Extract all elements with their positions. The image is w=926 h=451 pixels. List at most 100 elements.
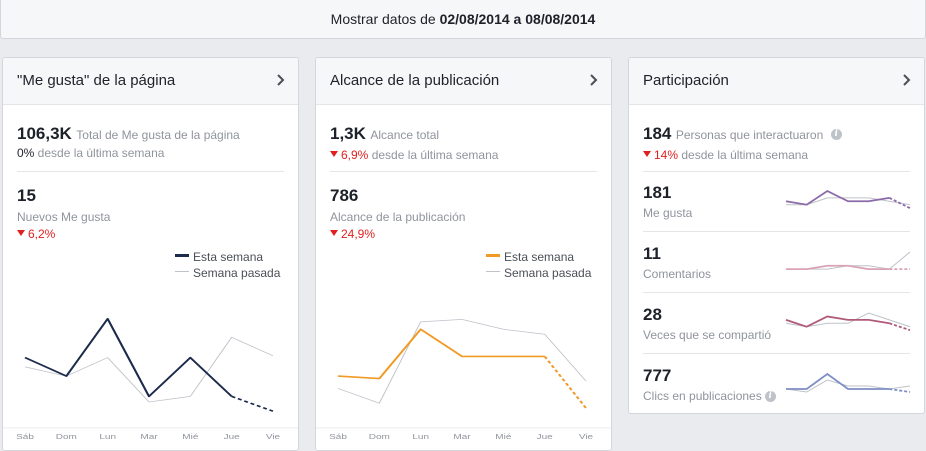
this-week-series-line (337, 328, 545, 380)
page-likes-card: "Me gusta" de la página 106,3K Total de … (2, 57, 299, 451)
total-likes-change: 0% (17, 146, 35, 160)
info-icon[interactable]: i (830, 129, 842, 141)
engagement-metric-row[interactable]: 11 Comentarios (629, 244, 924, 304)
x-tick-label: Mar (140, 432, 157, 440)
down-triangle-icon (330, 150, 338, 157)
post-reach-value: 786 (330, 186, 359, 205)
this-week-series-line (24, 317, 233, 398)
reach-line-chart: Sáb Dom Lun Mar Mié Jue Vie (316, 319, 611, 441)
legend-this-week-label: Esta semana (193, 250, 264, 264)
info-icon[interactable]: i (764, 391, 776, 403)
chevron-right-icon[interactable] (587, 72, 601, 88)
down-triangle-icon (17, 229, 25, 236)
likes-line-chart: Sáb Dom Lun Mar Mié Jue Vie (3, 317, 298, 441)
chevron-right-icon[interactable] (274, 72, 288, 88)
total-reach-change: 6,9% (341, 148, 369, 162)
legend-last-week-label: Semana pasada (193, 266, 281, 280)
total-engaged-label: Personas que interactuaron (675, 128, 824, 142)
page-likes-card-header[interactable]: "Me gusta" de la página (3, 58, 298, 105)
post-reach-card-title: Alcance de la publicación (330, 72, 500, 89)
total-engaged-row: 184 Personas que interactuaron i (643, 124, 842, 144)
post-reach-card: Alcance de la publicación 1,3K Alcance t… (315, 57, 612, 451)
sparkline-this-week (785, 189, 890, 206)
x-tick-label: Dom (56, 432, 77, 440)
divider (643, 231, 910, 232)
metric-label: Veces que se compartió (643, 328, 772, 342)
metric-sparkline (785, 372, 911, 393)
engagement-metric-row[interactable]: 777 Clics en publicaciones i (629, 366, 924, 413)
legend-swatch (486, 271, 500, 273)
metric-sparkline (785, 189, 911, 209)
metric-sparkline (786, 251, 911, 271)
metric-value: 181 (643, 183, 672, 202)
engagement-metric-row[interactable]: 181 Me gusta (629, 183, 924, 243)
total-engaged-change-label: desde la última semana (678, 148, 809, 162)
x-tick-label: Sáb (16, 432, 34, 440)
divider (643, 171, 910, 172)
legend-swatch (486, 254, 500, 258)
x-tick-label: Mié (182, 432, 198, 440)
post-reach-label: Alcance de la publicación (330, 210, 466, 224)
date-range-end: 08/08/2014 (525, 11, 596, 27)
engagement-metric-row[interactable]: 28 Veces que se compartió (629, 305, 924, 365)
post-reach-change-row: 24,9% (330, 225, 375, 243)
post-reach-card-header[interactable]: Alcance de la publicación (316, 58, 611, 105)
engagement-card: Participación 184 Personas que interactu… (628, 57, 925, 414)
total-reach-value: 1,3K (330, 124, 366, 143)
total-reach-label: Alcance total (370, 128, 440, 142)
legend-last-week: Semana pasada (175, 266, 280, 280)
legend-this-week-label: Esta semana (504, 250, 575, 264)
x-tick-label: Vie (579, 432, 593, 440)
metric-label: Me gusta (643, 206, 693, 220)
this-week-partial-line (543, 355, 587, 409)
total-likes-change-row: 0% desde la última semana (17, 146, 164, 160)
legend-last-week-label: Semana pasada (504, 266, 592, 280)
x-tick-label: Jue (537, 432, 553, 440)
total-likes-value: 106,3K (17, 124, 72, 143)
new-likes-value: 15 (17, 186, 36, 205)
down-triangle-icon (330, 229, 338, 236)
total-reach-change-row: 6,9% desde la última semana (330, 146, 498, 164)
sparkline-this-week-partial (889, 388, 911, 393)
sparkline-this-week-partial (888, 197, 911, 209)
sparkline-this-week (786, 264, 890, 271)
new-likes-change: 6,2% (28, 227, 56, 241)
page-likes-card-title: "Me gusta" de la página (17, 72, 176, 89)
engagement-card-title: Participación (643, 72, 729, 89)
chevron-right-icon[interactable] (900, 72, 914, 88)
post-reach-change: 24,9% (341, 227, 376, 241)
x-tick-label: Lun (99, 432, 116, 440)
last-week-series-line (337, 319, 587, 404)
x-tick-label: Lun (412, 432, 429, 440)
sparkline-this-week (786, 372, 890, 390)
total-reach-change-label: desde la última semana (368, 148, 499, 162)
engagement-card-header[interactable]: Participación (629, 58, 924, 105)
metric-value: 777 (643, 366, 672, 385)
legend-swatch (175, 271, 189, 273)
sparkline-this-week-partial (889, 322, 911, 331)
legend-swatch (175, 254, 189, 258)
total-likes-change-label: desde la última semana (34, 146, 165, 160)
legend-this-week: Esta semana (486, 250, 574, 264)
divider (643, 292, 910, 293)
date-range-start: 02/08/2014 (439, 11, 510, 27)
new-likes-value-row: 15 (17, 186, 36, 206)
divider (330, 171, 597, 172)
total-engaged-value: 184 (643, 124, 672, 143)
x-tick-label: Sáb (329, 432, 347, 440)
new-likes-label: Nuevos Me gusta (17, 210, 111, 224)
date-range-bar[interactable]: Mostrar datos de 02/08/2014 a 08/08/2014 (0, 0, 926, 39)
metric-value: 11 (643, 244, 661, 263)
total-likes-row: 106,3K Total de Me gusta de la página (17, 124, 240, 144)
metric-label: Comentarios (643, 267, 712, 281)
legend-last-week: Semana pasada (486, 266, 591, 280)
date-range-prefix: Mostrar datos de (330, 11, 440, 27)
metric-value: 28 (643, 305, 662, 324)
total-reach-row: 1,3K Alcance total (330, 124, 439, 144)
x-tick-label: Dom (369, 432, 390, 440)
down-triangle-icon (643, 150, 651, 157)
new-likes-label-row: Nuevos Me gusta (17, 208, 110, 226)
legend-this-week: Esta semana (175, 250, 263, 264)
x-tick-label: Vie (266, 432, 280, 440)
total-engaged-change-row: 14% desde la última semana (643, 146, 808, 164)
